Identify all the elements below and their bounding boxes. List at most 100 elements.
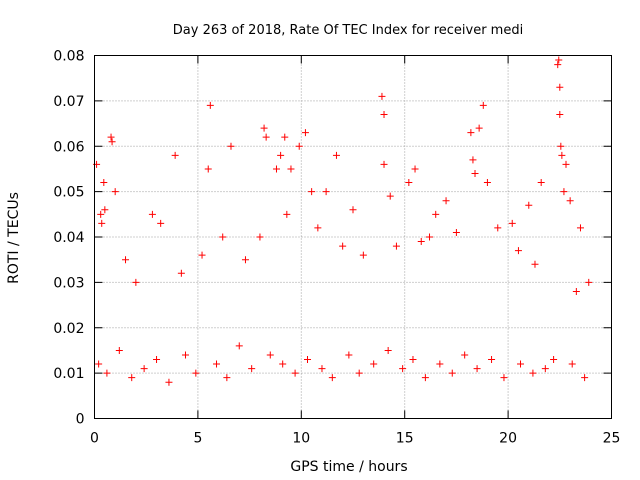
data-point xyxy=(266,351,274,359)
data-point xyxy=(108,138,116,146)
data-point xyxy=(332,151,340,159)
data-point xyxy=(525,201,533,209)
data-point xyxy=(291,369,299,377)
data-point xyxy=(471,169,479,177)
data-point xyxy=(283,210,291,218)
y-tick-label: 0.05 xyxy=(53,185,84,201)
x-tick-label: 25 xyxy=(603,431,621,447)
data-point xyxy=(469,156,477,164)
data-point xyxy=(378,92,386,100)
data-point xyxy=(318,365,326,373)
data-point xyxy=(399,365,407,373)
data-point xyxy=(128,374,136,382)
y-tick-label: 0.02 xyxy=(53,321,84,337)
data-point xyxy=(279,360,287,368)
data-point xyxy=(384,346,392,354)
data-point xyxy=(206,101,214,109)
data-point xyxy=(115,346,123,354)
data-point xyxy=(529,369,537,377)
data-point xyxy=(432,210,440,218)
data-point xyxy=(556,83,564,91)
data-point xyxy=(235,342,243,350)
y-tick-label: 0.06 xyxy=(53,139,84,155)
data-point xyxy=(272,165,280,173)
x-tick-label: 15 xyxy=(396,431,414,447)
data-point xyxy=(436,360,444,368)
data-point xyxy=(148,210,156,218)
data-point xyxy=(295,142,303,150)
data-point xyxy=(417,238,425,246)
data-point xyxy=(531,260,539,268)
data-point xyxy=(479,101,487,109)
data-point xyxy=(227,142,235,150)
data-point xyxy=(517,360,525,368)
data-point xyxy=(345,351,353,359)
data-point xyxy=(581,374,589,382)
data-point xyxy=(177,269,185,277)
data-point xyxy=(562,160,570,168)
data-point xyxy=(585,278,593,286)
y-tick-labels: 0 0.01 0.02 0.03 0.04 0.05 0.06 0.07 0.08 xyxy=(53,49,84,428)
data-point xyxy=(122,256,130,264)
data-point xyxy=(277,151,285,159)
y-tick-label: 0.07 xyxy=(53,94,84,110)
data-point xyxy=(248,365,256,373)
data-point xyxy=(101,206,109,214)
data-point xyxy=(95,360,103,368)
data-point xyxy=(171,151,179,159)
data-point xyxy=(213,360,221,368)
data-point xyxy=(483,179,491,187)
grid xyxy=(94,55,612,419)
data-point xyxy=(452,228,460,236)
y-tick-label: 0.08 xyxy=(53,49,84,65)
data-point xyxy=(554,61,562,69)
data-point xyxy=(219,233,227,241)
data-point xyxy=(98,219,106,227)
data-point xyxy=(467,129,475,137)
data-point xyxy=(473,365,481,373)
data-point xyxy=(508,219,516,227)
data-point xyxy=(576,224,584,232)
data-point xyxy=(409,356,417,364)
data-point xyxy=(405,179,413,187)
data-point xyxy=(349,206,357,214)
data-point xyxy=(380,110,388,118)
data-point xyxy=(411,165,419,173)
data-point xyxy=(256,233,264,241)
data-point xyxy=(488,356,496,364)
x-tick-labels: 0 5 10 15 20 25 xyxy=(90,431,620,447)
y-tick-label: 0.01 xyxy=(53,366,84,382)
data-point xyxy=(204,165,212,173)
data-point xyxy=(107,133,115,141)
data-point xyxy=(566,197,574,205)
data-point xyxy=(97,210,105,218)
data-point xyxy=(328,374,336,382)
data-point xyxy=(262,133,270,141)
data-point xyxy=(153,356,161,364)
y-axis-label: ROTI / TECUs xyxy=(6,192,22,284)
data-point xyxy=(500,374,508,382)
data-point xyxy=(287,165,295,173)
data-point xyxy=(421,374,429,382)
data-point xyxy=(558,151,566,159)
data-point xyxy=(308,188,316,196)
data-point xyxy=(442,197,450,205)
data-point xyxy=(514,247,522,255)
data-point xyxy=(103,369,111,377)
data-point xyxy=(241,256,249,264)
data-point xyxy=(111,188,119,196)
data-point xyxy=(304,356,312,364)
chart-title: Day 263 of 2018, Rate Of TEC Index for r… xyxy=(173,23,523,38)
data-point xyxy=(555,56,563,64)
data-point xyxy=(192,369,200,377)
data-point xyxy=(475,124,483,132)
data-point xyxy=(560,188,568,196)
x-tick-label: 5 xyxy=(193,431,202,447)
data-point xyxy=(461,351,469,359)
x-tick-label: 10 xyxy=(292,431,310,447)
data-point xyxy=(359,251,367,259)
data-point xyxy=(537,179,545,187)
data-point xyxy=(339,242,347,250)
x-tick-label: 0 xyxy=(90,431,99,447)
